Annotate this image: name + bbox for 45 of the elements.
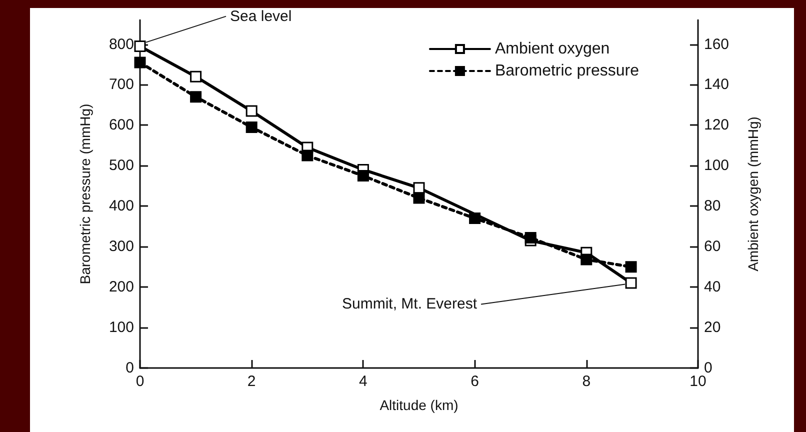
x-tick-label: 4 xyxy=(359,373,368,390)
x-tick-label: 2 xyxy=(247,373,256,390)
point xyxy=(580,254,592,266)
point xyxy=(625,261,637,273)
y2-tick-label: 140 xyxy=(704,76,730,94)
x-axis-title: Altitude (km) xyxy=(380,397,458,413)
y-tick-label: 100 xyxy=(108,319,134,336)
y2-tick-label: 40 xyxy=(704,278,721,296)
y2-axis-title: Ambient oxygen (mmHg) xyxy=(745,116,761,272)
point xyxy=(246,121,258,133)
y2-tick-label: 60 xyxy=(704,238,721,256)
y2-tick-label: 0 xyxy=(704,360,712,376)
y-tick-label: 0 xyxy=(126,360,134,376)
y2-tick-label: 20 xyxy=(704,319,721,336)
y2-tick-label: 100 xyxy=(704,157,730,174)
x-tick-label: 0 xyxy=(136,373,144,390)
y-tick-label: 600 xyxy=(108,116,134,134)
point xyxy=(134,56,146,68)
point xyxy=(413,182,425,194)
y-tick-label: 700 xyxy=(108,76,134,94)
legend-label: Barometric pressure xyxy=(494,62,640,80)
x-tick-label: 8 xyxy=(582,373,591,390)
x-tick-label: 6 xyxy=(470,373,479,390)
point xyxy=(524,232,536,244)
point xyxy=(190,91,202,103)
point xyxy=(357,170,369,182)
y2-tick-label: 80 xyxy=(704,198,721,215)
y-tick-label: 300 xyxy=(108,238,134,256)
legend-label: Ambient oxygen xyxy=(494,40,610,58)
y2-tick-label: 120 xyxy=(704,116,730,134)
point xyxy=(625,277,637,289)
y2-tick-label: 160 xyxy=(704,36,730,53)
point xyxy=(413,192,425,204)
point xyxy=(190,70,202,82)
x-tick-label: 10 xyxy=(690,373,706,390)
y-tick-label: 200 xyxy=(108,278,134,296)
y-tick-label: 400 xyxy=(108,198,134,215)
y-axis-title: Barometric pressure (mmHg) xyxy=(77,104,93,284)
annotation: Sea level xyxy=(230,8,292,25)
point xyxy=(469,212,481,224)
point xyxy=(246,105,258,117)
point xyxy=(302,150,314,162)
y-tick-label: 800 xyxy=(108,36,134,53)
annotation: Summit, Mt. Everest xyxy=(342,296,478,313)
y-tick-label: 500 xyxy=(108,157,134,174)
